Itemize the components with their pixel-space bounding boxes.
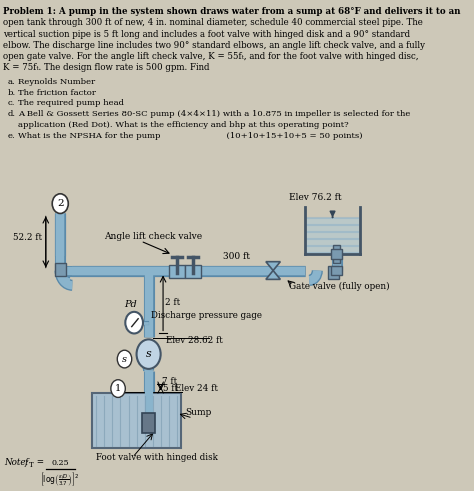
Bar [55, 263, 66, 276]
Text: Angle lift check valve: Angle lift check valve [104, 232, 202, 241]
Text: open gate valve. For the angle lift check valve, K = 55fₜ, and for the foot valv: open gate valve. For the angle lift chec… [3, 52, 419, 61]
Text: e.: e. [8, 132, 16, 140]
Text: Gate valve (fully open): Gate valve (fully open) [289, 282, 390, 292]
Text: Discharge pressure gage: Discharge pressure gage [151, 311, 262, 320]
Text: a.: a. [8, 78, 16, 86]
Circle shape [137, 339, 161, 369]
Text: Elev 24 ft: Elev 24 ft [175, 384, 218, 393]
Text: The required pump head: The required pump head [18, 99, 124, 108]
Text: 5 ft: 5 ft [163, 384, 178, 393]
Text: s: s [122, 355, 127, 363]
Polygon shape [266, 262, 280, 271]
Text: $\left[\log\!\left(\frac{\varepsilon/D}{3.7}\right)\right]^2$: $\left[\log\!\left(\frac{\varepsilon/D}{… [40, 470, 80, 488]
Circle shape [52, 194, 68, 214]
Text: c.: c. [8, 99, 16, 108]
Text: A Bell & Gossett Series 80-SC pump (4×4×11) with a 10.875 in impeller is selecte: A Bell & Gossett Series 80-SC pump (4×4×… [18, 110, 410, 118]
Text: b.: b. [8, 88, 16, 97]
Text: Problem 1: A pump in the system shown draws water from a sump at 68°F and delive: Problem 1: A pump in the system shown dr… [3, 7, 461, 16]
Text: 300 ft: 300 ft [223, 252, 250, 261]
Text: The friction factor: The friction factor [18, 88, 96, 97]
Text: T: T [29, 462, 34, 469]
Text: Sump: Sump [185, 408, 211, 417]
Bar [185, 265, 201, 278]
Text: Note:: Note: [4, 459, 31, 467]
Text: What is the NPSHA for the pump                        (10+10+15+10+5 = 50 points: What is the NPSHA for the pump (10+10+15… [18, 132, 362, 140]
Text: open tank through 300 ft of new, 4 in. nominal diameter, schedule 40 commercial : open tank through 300 ft of new, 4 in. n… [3, 18, 423, 27]
Bar [169, 265, 185, 278]
Text: f: f [24, 459, 27, 467]
Text: 0.25: 0.25 [52, 460, 69, 467]
Bar [306, 218, 359, 253]
Text: =: = [34, 459, 44, 467]
Text: Pd: Pd [125, 300, 137, 309]
Bar [331, 249, 342, 259]
Bar [92, 393, 181, 448]
Circle shape [111, 380, 125, 397]
Text: s: s [146, 349, 152, 359]
Text: Reynolds Number: Reynolds Number [18, 78, 95, 86]
Bar [142, 413, 155, 433]
Text: d.: d. [8, 110, 16, 118]
Circle shape [117, 350, 132, 368]
Text: Elev 28.62 ft: Elev 28.62 ft [166, 336, 223, 346]
Text: 1: 1 [115, 384, 121, 393]
Bar [331, 266, 342, 275]
Text: 2: 2 [57, 199, 64, 208]
Text: K = 75fₜ. The design flow rate is 500 gpm. Find: K = 75fₜ. The design flow rate is 500 gp… [3, 63, 210, 73]
Text: 52.2 ft: 52.2 ft [13, 233, 42, 242]
Text: 7 ft: 7 ft [162, 377, 177, 386]
Polygon shape [266, 271, 280, 279]
Text: elbow. The discharge line includes two 90° standard elbows, an angle lift check : elbow. The discharge line includes two 9… [3, 41, 425, 50]
Circle shape [125, 312, 143, 333]
Text: Elev 76.2 ft: Elev 76.2 ft [289, 192, 342, 202]
Text: Foot valve with hinged disk: Foot valve with hinged disk [96, 453, 218, 462]
Bar [328, 266, 339, 279]
Bar [333, 245, 340, 253]
Text: application (Red Dot). What is the efficiency and bhp at this operating point?: application (Red Dot). What is the effic… [18, 121, 348, 129]
Text: vertical suction pipe is 5 ft long and includes a foot valve with hinged disk an: vertical suction pipe is 5 ft long and i… [3, 29, 410, 38]
Bar [333, 255, 340, 263]
Text: 2 ft: 2 ft [164, 298, 180, 306]
